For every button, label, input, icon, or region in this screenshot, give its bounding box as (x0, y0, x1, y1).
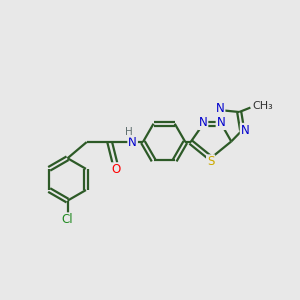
Text: N: N (199, 116, 207, 129)
Text: S: S (207, 155, 214, 168)
Text: N: N (128, 136, 137, 148)
Text: N: N (241, 124, 250, 137)
Text: H: H (125, 127, 133, 137)
Text: N: N (217, 116, 225, 129)
Text: Cl: Cl (61, 213, 73, 226)
Text: CH₃: CH₃ (252, 101, 273, 111)
Text: O: O (111, 163, 120, 176)
Text: N: N (216, 102, 224, 115)
